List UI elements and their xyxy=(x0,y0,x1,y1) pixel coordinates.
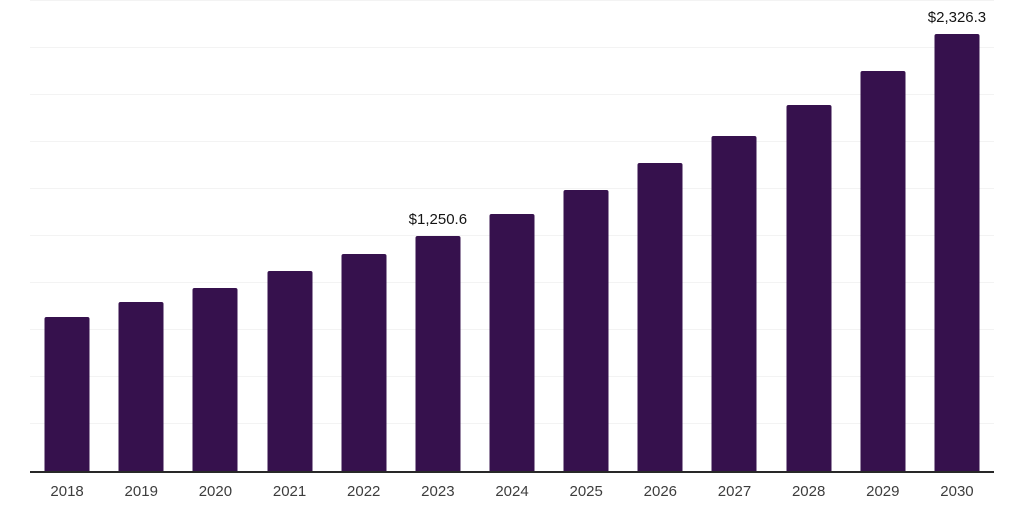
bar xyxy=(711,135,757,471)
bar xyxy=(860,70,906,471)
bar xyxy=(637,163,683,471)
x-axis-tick-label: 2027 xyxy=(717,483,752,500)
bar xyxy=(489,214,535,471)
x-axis-tick-label: 2018 xyxy=(50,483,84,500)
x-axis-tick-label: 2028 xyxy=(791,483,826,500)
gridline xyxy=(30,47,994,48)
bar xyxy=(934,33,980,471)
x-axis-tick-label: 2020 xyxy=(198,483,233,500)
bar xyxy=(267,270,313,471)
bar xyxy=(44,317,90,471)
bar-slot xyxy=(772,1,846,471)
bar-slot xyxy=(327,1,401,471)
bar xyxy=(563,189,609,471)
bar-slot xyxy=(178,1,252,471)
bar-slot xyxy=(549,1,623,471)
x-axis-tick-label: 2023 xyxy=(421,483,455,500)
bar-slot xyxy=(104,1,178,471)
x-axis-tick-label: 2019 xyxy=(124,483,158,500)
bar xyxy=(118,302,164,471)
bars-container: $1,250.6 $2,326.3 xyxy=(30,1,994,471)
gridline xyxy=(30,94,994,95)
bar-slot xyxy=(30,1,104,471)
x-axis-tick-label: 2024 xyxy=(495,483,529,500)
bar xyxy=(415,235,461,471)
bar-slot: $2,326.3 xyxy=(920,1,994,471)
plot-area: $1,250.6 $2,326.3 xyxy=(30,0,994,473)
bar-value-label: $2,326.3 xyxy=(927,8,987,26)
bar-slot xyxy=(697,1,771,471)
x-axis-tick-label: 2021 xyxy=(272,483,307,500)
bar xyxy=(192,287,238,471)
x-axis-tick-label: 2026 xyxy=(643,483,678,500)
bar-value-label: $1,250.6 xyxy=(408,210,468,228)
bar-slot xyxy=(475,1,549,471)
gridline xyxy=(30,141,994,142)
bar xyxy=(341,254,387,471)
bar-slot xyxy=(846,1,920,471)
x-axis-tick-label: 2029 xyxy=(866,483,900,500)
x-axis: 2018 2019 2020 2021 2022 2023 2024 2025 2026 2027… xyxy=(30,482,994,502)
bar xyxy=(786,105,832,471)
x-axis-tick-label: 2022 xyxy=(347,483,381,500)
gridline xyxy=(30,0,994,1)
bar-slot: $1,250.6 xyxy=(401,1,475,471)
gridline xyxy=(30,188,994,189)
x-axis-tick-label: 2030 xyxy=(940,483,974,500)
bar-slot xyxy=(623,1,697,471)
x-axis-tick-label: 2025 xyxy=(569,483,603,500)
bar-slot xyxy=(252,1,326,471)
